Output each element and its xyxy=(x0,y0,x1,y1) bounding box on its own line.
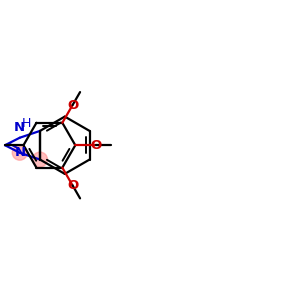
Text: O: O xyxy=(90,139,101,152)
Text: N: N xyxy=(14,121,25,134)
Text: O: O xyxy=(67,179,78,192)
Text: N: N xyxy=(15,146,26,159)
Text: O: O xyxy=(67,99,78,112)
Text: H: H xyxy=(22,116,31,130)
Circle shape xyxy=(12,145,27,160)
Circle shape xyxy=(32,152,47,167)
